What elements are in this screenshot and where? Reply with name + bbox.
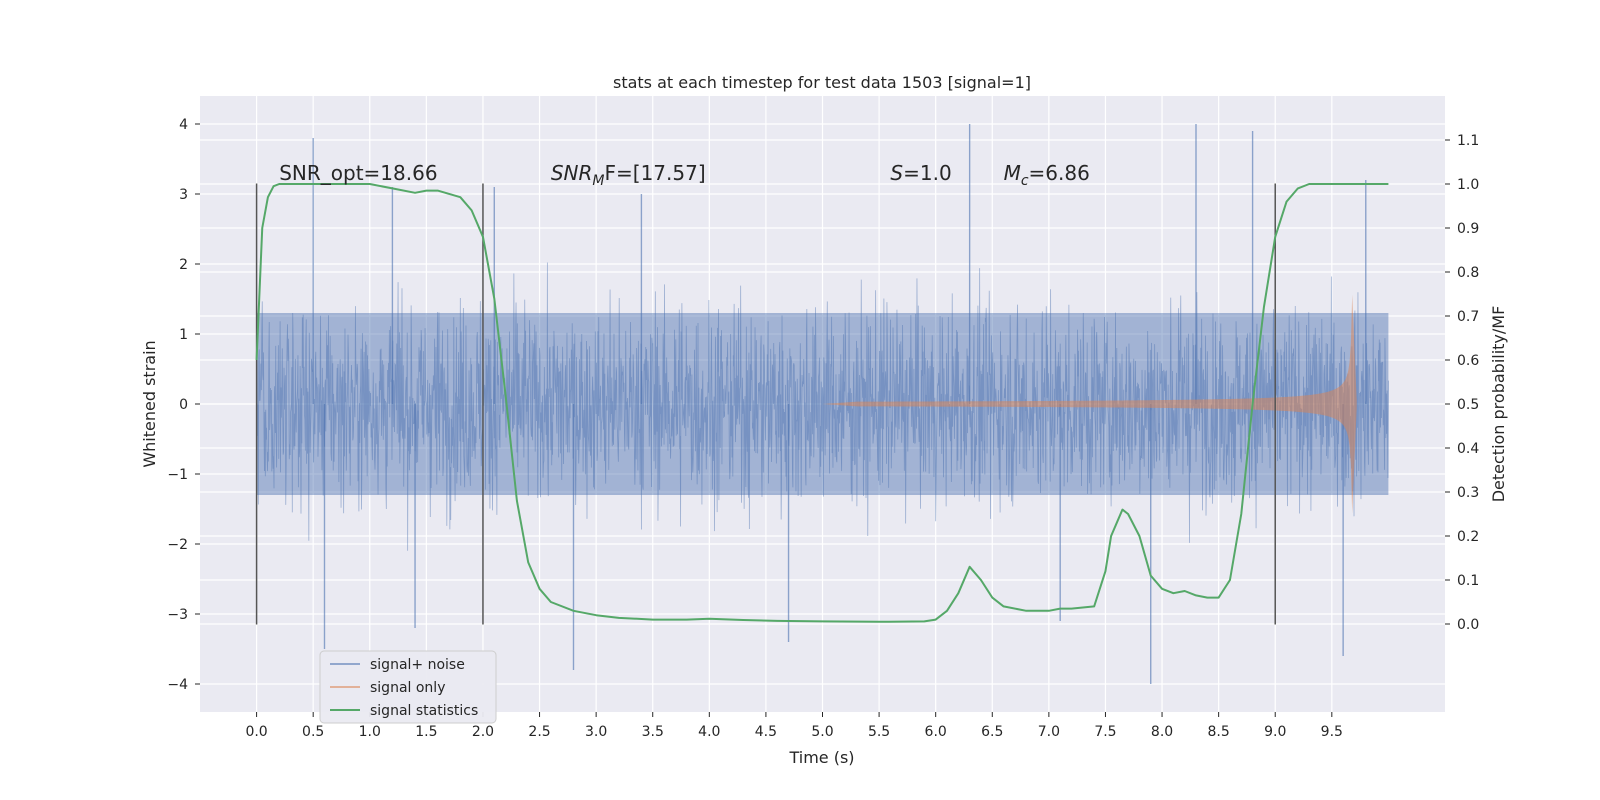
x-tick-label-8: 4.0 <box>698 724 720 740</box>
annotation-0: SNR_opt=18.66 <box>279 161 437 185</box>
x-tick-label-12: 6.0 <box>925 724 947 740</box>
annotations: SNR_opt=18.66 SNRMF=[17.57] S=1.0 Mc=6.86 <box>279 161 1090 189</box>
y-tick-label-0: −4 <box>167 677 188 693</box>
yr-tick-label-9: 0.9 <box>1457 221 1479 237</box>
signal-statistics-line <box>255 183 1389 623</box>
legend: signal+ noise signal only signal statist… <box>319 650 497 724</box>
yr-tick-label-3: 0.3 <box>1457 485 1479 501</box>
y-axis-ticks: −4 −3 −2 −1 0 1 2 3 4 <box>167 117 200 693</box>
y-tick-label-7: 3 <box>179 187 188 203</box>
series-signal-statistics <box>255 183 1389 623</box>
x-tick-label-18: 9.0 <box>1264 724 1286 740</box>
y-axis-label: Whitened strain <box>140 340 159 467</box>
yr-tick-label-4: 0.4 <box>1457 441 1479 457</box>
vertical-lines <box>255 183 1276 625</box>
y-tick-label-1: −3 <box>167 607 188 623</box>
y-tick-label-2: −2 <box>167 537 188 553</box>
yr-tick-label-10: 1.0 <box>1457 177 1479 193</box>
x-tick-label-4: 2.0 <box>472 724 494 740</box>
yr-tick-label-0: 0.0 <box>1457 617 1479 633</box>
signal-noise-trace <box>256 262 1389 551</box>
y-tick-label-5: 1 <box>179 327 188 343</box>
x-tick-label-16: 8.0 <box>1151 724 1173 740</box>
x-tick-label-0: 0.0 <box>245 724 267 740</box>
legend-label-signal-statistics: signal statistics <box>370 703 478 719</box>
x-tick-label-2: 1.0 <box>359 724 381 740</box>
x-tick-label-3: 1.5 <box>415 724 437 740</box>
yr-tick-label-8: 0.8 <box>1457 265 1479 281</box>
yr-tick-label-7: 0.7 <box>1457 309 1479 325</box>
x-tick-label-9: 4.5 <box>755 724 777 740</box>
annotation-2: S=1.0 <box>890 161 951 185</box>
x-tick-label-7: 3.5 <box>642 724 664 740</box>
yr-tick-label-6: 0.6 <box>1457 353 1479 369</box>
x-axis-ticks: 0.0 0.5 1.0 1.5 2.0 2.5 3.0 3.5 4.0 4.5 5.0 5.5 6.0 6… <box>245 712 1343 740</box>
x-tick-label-10: 5.0 <box>811 724 833 740</box>
y-tick-label-6: 2 <box>179 257 188 273</box>
legend-box <box>319 650 497 724</box>
x-tick-label-17: 8.5 <box>1208 724 1230 740</box>
x-tick-label-15: 7.5 <box>1094 724 1116 740</box>
x-tick-label-13: 6.5 <box>981 724 1003 740</box>
signal-only-envelope <box>822 294 1357 514</box>
x-tick-label-11: 5.5 <box>868 724 890 740</box>
x-tick-label-1: 0.5 <box>302 724 324 740</box>
chart-title: stats at each timestep for test data 150… <box>613 73 1031 92</box>
yr-tick-label-5: 0.5 <box>1457 397 1479 413</box>
yr-tick-label-2: 0.2 <box>1457 529 1479 545</box>
legend-label-signal-noise: signal+ noise <box>370 657 465 673</box>
y-tick-label-4: 0 <box>179 397 188 413</box>
y-tick-label-8: 4 <box>179 117 188 133</box>
yr-tick-label-11: 1.1 <box>1457 133 1479 149</box>
yr-tick-label-1: 0.1 <box>1457 573 1479 589</box>
y-axis-right-label: Detection probability/MF <box>1489 306 1508 503</box>
x-tick-label-14: 7.0 <box>1038 724 1060 740</box>
y-axis-right-ticks: 0.0 0.1 0.2 0.3 0.4 0.5 0.6 0.7 0.8 0.9 1.0 1.1 <box>1445 133 1479 633</box>
x-tick-label-6: 3.0 <box>585 724 607 740</box>
annotation-1: SNRMF=[17.57] <box>551 161 706 189</box>
x-axis-label: Time (s) <box>788 748 854 767</box>
series-signal-only <box>822 294 1357 514</box>
x-tick-label-19: 9.5 <box>1321 724 1343 740</box>
annotation-3: Mc=6.86 <box>1004 161 1090 189</box>
legend-label-signal-only: signal only <box>370 680 445 696</box>
y-tick-label-3: −1 <box>167 467 188 483</box>
x-tick-label-5: 2.5 <box>528 724 550 740</box>
